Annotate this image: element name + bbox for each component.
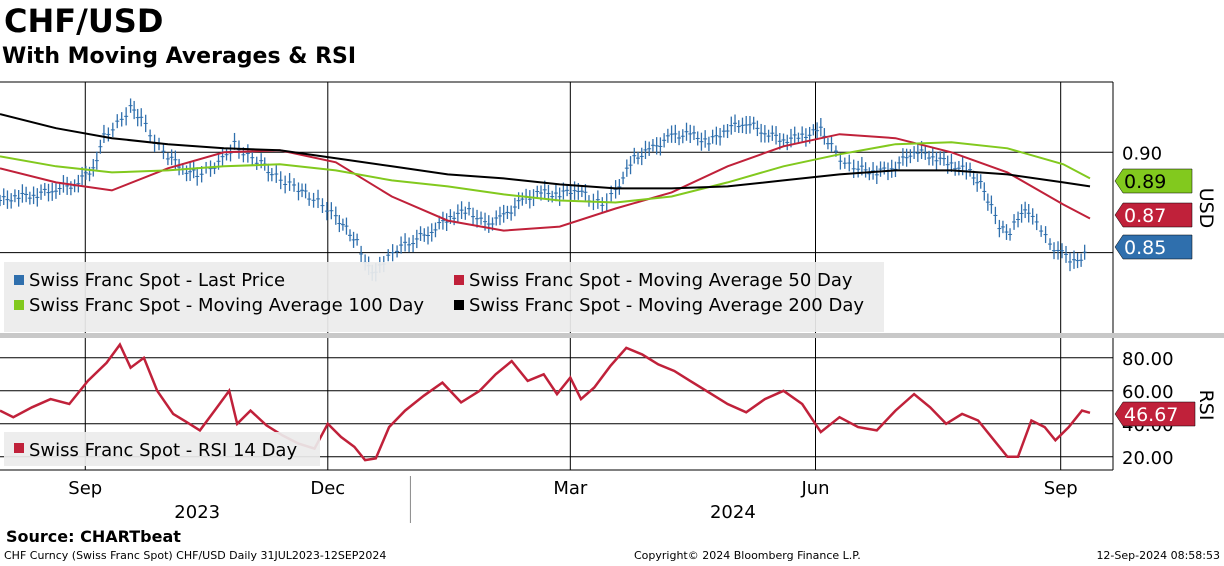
price-legend-swatch-3 [454,300,464,310]
chart-subtitle: With Moving Averages & RSI [2,44,357,69]
price-value-tag-0 [1114,168,1193,194]
rsi-y-tick-3: 20.00 [1122,448,1174,469]
rsi-y-tick-1: 60.00 [1122,382,1174,403]
rsi-legend-swatch [14,443,24,453]
x-tick-label-3: Jun [800,478,829,499]
source-label: Source: CHARTbeat [6,527,181,546]
chart-title: CHF/USD [4,2,164,40]
price-value-tag-2 [1114,234,1193,260]
rsi-line [0,342,1091,462]
price-value-tag-label-2: 0.85 [1124,237,1166,259]
x-tick-label-1: Dec [310,478,345,499]
ma200-line [0,113,1091,190]
price-legend-label-2: Swiss Franc Spot - Moving Average 100 Da… [29,295,424,316]
ma50-line [0,133,1091,232]
price-value-tag-label-1: 0.87 [1124,205,1166,227]
price-legend-swatch-1 [454,275,464,285]
panel-divider [0,333,1224,338]
price-legend-label-1: Swiss Franc Spot - Moving Average 50 Day [469,270,853,291]
rsi-value-tag-0 [1114,401,1196,427]
x-tick-label-0: Sep [68,478,102,499]
price-legend-swatch-0 [14,275,24,285]
ma100-line [0,141,1091,204]
price-y-tick-0: 0.90 [1122,143,1162,164]
rsi-value-tag-label-0: 46.67 [1124,404,1178,426]
price-legend-label-3: Swiss Franc Spot - Moving Average 200 Da… [469,295,864,316]
axis-layer: SepDecMarJunSep202320240.9080.0060.0040.… [68,143,1217,523]
rsi-legend-box [4,432,320,466]
legend-layer: Swiss Franc Spot - Last Price Swiss Franc… [4,262,884,466]
ticker-info: CHF Curncy (Swiss Franc Spot) CHF/USD Da… [4,549,387,562]
price-value-tag-1 [1114,202,1193,228]
price-legend-swatch-2 [14,300,24,310]
rsi-axis-label: RSI [1195,390,1217,421]
rsi-legend-label: Swiss Franc Spot - RSI 14 Day [29,440,297,461]
price-legend-box [4,262,884,332]
price-axis-label: USD [1195,188,1217,229]
year-label-0: 2023 [174,502,220,523]
copyright: Copyright© 2024 Bloomberg Finance L.P. [634,549,861,562]
price-legend-label-0: Swiss Franc Spot - Last Price [29,270,285,291]
price-value-tag-label-0: 0.89 [1124,171,1166,193]
x-tick-label-4: Sep [1044,478,1078,499]
x-tick-label-2: Mar [553,478,588,499]
timestamp: 12-Sep-2024 08:58:53 [1096,549,1220,562]
rsi-y-tick-0: 80.00 [1122,349,1174,370]
year-label-1: 2024 [710,502,756,523]
series-layer [0,98,1091,462]
